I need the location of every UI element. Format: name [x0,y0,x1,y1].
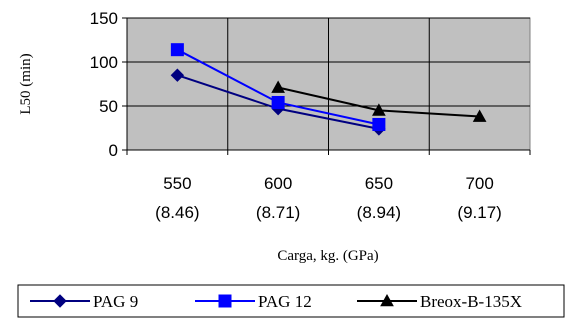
x-axis: 550 (8.46) 600 (8.71) 650 (8.94) 700 (9.17) [126,149,531,222]
data-point [53,294,67,308]
gridlines [127,17,530,150]
x-tick-label: 700 [465,174,493,193]
y-tick-label: 100 [90,53,118,72]
x-axis-title: Carga, kg. (GPa) [277,248,378,264]
series-group [170,43,487,136]
x-tick-label: 600 [264,174,292,193]
x-tick-label: (9.17) [457,203,501,222]
data-point [380,293,394,307]
legend-label: PAG 9 [93,292,138,311]
series-1 [170,43,386,131]
x-tick-label: 550 [163,174,191,193]
legend-label: PAG 12 [258,292,312,311]
data-point [271,95,285,109]
y-tick-label: 0 [109,141,118,160]
x-tick-label: (8.46) [155,203,199,222]
legend-item: PAG 9 [30,292,138,311]
y-axis-title: L50 (min) [18,53,34,114]
legend-box [17,284,565,318]
x-tick-label: (8.71) [256,203,300,222]
data-point [170,68,185,82]
data-point [372,117,386,131]
data-point [372,103,386,116]
legend-item: Breox-B-135X [357,292,522,311]
y-axis: 0 50 100 150 [90,9,128,160]
data-point [271,80,285,93]
legend: PAG 9 PAG 12 Breox-B-135X [17,284,565,318]
data-point [218,294,232,308]
y-tick-label: 150 [90,9,118,28]
legend-item: PAG 12 [195,292,312,311]
x-tick-label: 650 [365,174,393,193]
data-point [472,109,487,122]
series-2 [271,80,487,122]
legend-label: Breox-B-135X [420,292,522,311]
y-tick-label: 50 [99,97,118,116]
x-tick-label: (8.94) [357,203,401,222]
data-point [170,43,184,57]
